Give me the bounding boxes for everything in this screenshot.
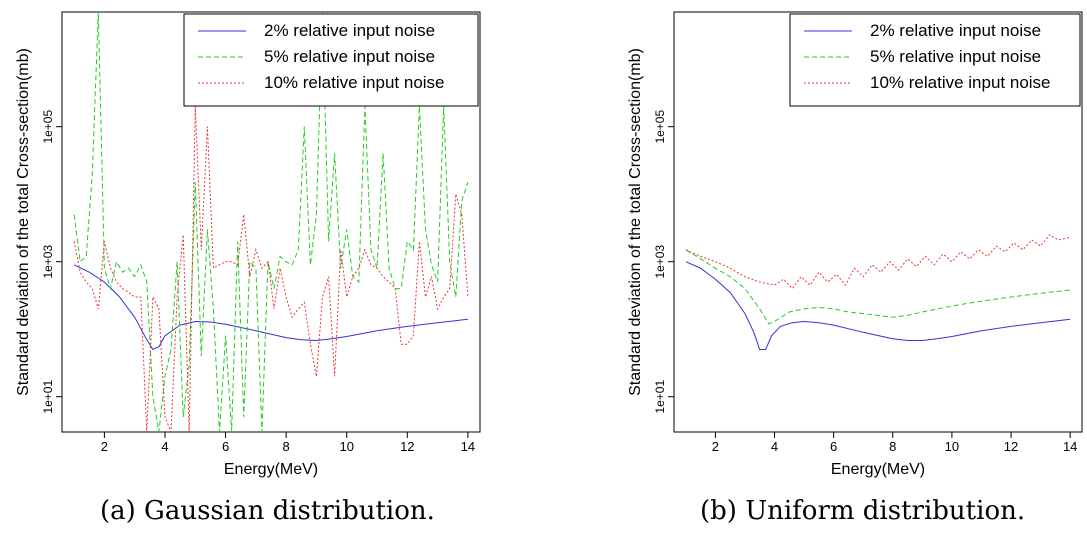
x-tick-label: 8: [889, 439, 896, 454]
legend: [789, 13, 1081, 107]
x-tick-label: 12: [1004, 439, 1018, 454]
legend-label-2: 5% relative input noise: [870, 47, 1041, 66]
series-line-3: [685, 234, 1071, 290]
series-line-1: [73, 264, 468, 351]
y-tick-label: 1e+05: [41, 110, 55, 144]
x-tick-label: 2: [101, 439, 108, 454]
y-tick-label: 1e+01: [653, 380, 667, 414]
chart-uniform: 2 4 6 8 10 12 14 1e+01 1e+03 1e+05 Energy(MeV) Stan…: [627, 11, 1083, 478]
x-tick-label: 10: [945, 439, 959, 454]
y-tick-label: 1e+03: [653, 245, 667, 279]
legend-label-3: 10% relative input noise: [264, 73, 445, 92]
x-tick-label: 10: [339, 439, 353, 454]
x-tick-label: 8: [283, 439, 290, 454]
plot-frame: [61, 11, 481, 433]
x-tick-label: 4: [161, 439, 168, 454]
x-tick-label: 12: [400, 439, 414, 454]
series-line-2: [73, 12, 469, 432]
legend-label-2: 5% relative input noise: [264, 47, 435, 66]
y-tick-label: 1e+01: [41, 380, 55, 414]
series-line-2: [685, 249, 1071, 325]
legend: [183, 13, 479, 107]
legend-label-1: 2% relative input noise: [870, 21, 1041, 40]
x-tick-label: 6: [830, 439, 837, 454]
legend-label-1: 2% relative input noise: [264, 21, 435, 40]
caption-b: (b) Uniform distribution.: [700, 496, 1026, 526]
x-tick-label: 14: [1063, 439, 1077, 454]
x-tick-label: 2: [712, 439, 719, 454]
x-tick-label: 14: [461, 439, 475, 454]
chart-gaussian: 2 4 6 8 10 12 14 1e+01 1e+03 1e+05 Energy(MeV) Stan…: [15, 11, 481, 478]
caption-a: (a) Gaussian distribution.: [100, 496, 435, 526]
x-axis-label: Energy(MeV): [224, 461, 318, 478]
plot-frame: [673, 11, 1083, 433]
x-tick-label: 6: [222, 439, 229, 454]
y-axis-label: Standard deviation of the total Cross-se…: [15, 48, 32, 396]
y-axis-label: Standard deviation of the total Cross-se…: [627, 48, 644, 396]
y-tick-label: 1e+05: [653, 110, 667, 144]
series-line-3: [73, 106, 469, 432]
y-tick-label: 1e+03: [41, 245, 55, 279]
series-line-1: [685, 261, 1071, 350]
x-tick-label: 4: [771, 439, 778, 454]
legend-label-3: 10% relative input noise: [870, 73, 1051, 92]
x-axis-label: Energy(MeV): [831, 461, 925, 478]
